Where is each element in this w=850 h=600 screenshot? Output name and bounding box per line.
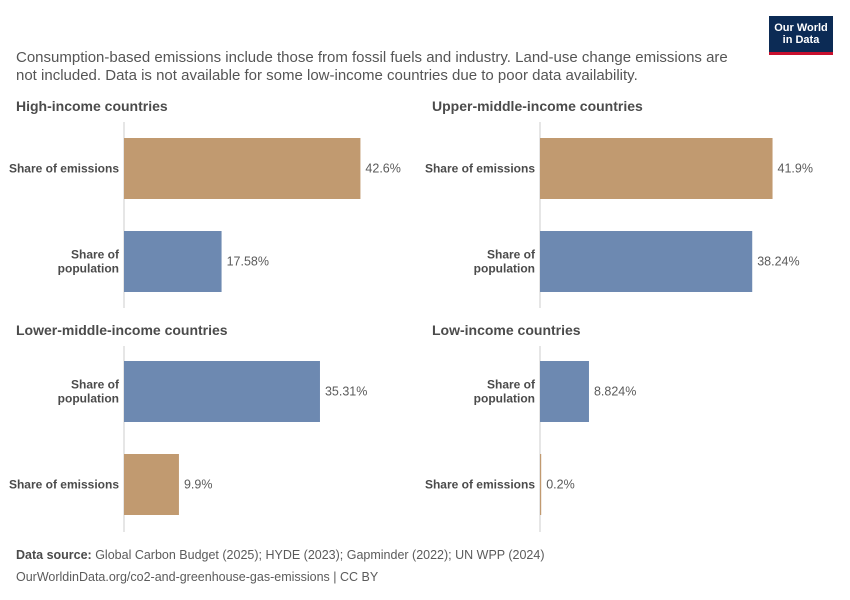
bar-emissions	[540, 454, 542, 515]
logo-line-2: in Data	[782, 34, 820, 46]
data-source: Data source: Global Carbon Budget (2025)…	[16, 548, 545, 562]
category-label: Share of population	[58, 248, 120, 276]
category-label: Share of population	[58, 378, 120, 406]
panel-title: Lower-middle-income countries	[16, 322, 228, 338]
data-label: 38.24%	[757, 255, 799, 269]
data-label: 41.9%	[778, 162, 813, 176]
bar-emissions	[124, 138, 361, 199]
bar-population	[540, 361, 589, 422]
category-label: Share of population	[474, 378, 536, 406]
category-label: Share of emissions	[9, 162, 119, 176]
owid-logo[interactable]: Our World in Data	[769, 16, 833, 55]
bar-population	[540, 231, 753, 292]
bar-population	[124, 231, 222, 292]
data-source-label: Data source:	[16, 548, 92, 562]
panel-title: High-income countries	[16, 98, 168, 114]
category-label: Share of emissions	[425, 478, 535, 492]
source-url[interactable]: OurWorldinData.org/co2-and-greenhouse-ga…	[16, 570, 379, 584]
data-label: 17.58%	[227, 255, 269, 269]
data-label: 0.2%	[546, 478, 575, 492]
category-label: Share of emissions	[425, 162, 535, 176]
data-label: 8.824%	[594, 385, 636, 399]
bar-emissions	[124, 454, 179, 515]
data-label: 42.6%	[365, 162, 400, 176]
bar-population	[124, 361, 320, 422]
chart-subtitle: Consumption-based emissions include thos…	[16, 49, 728, 84]
panel-title: Upper-middle-income countries	[432, 98, 643, 114]
bar-emissions	[540, 138, 773, 199]
panel-title: Low-income countries	[432, 322, 581, 338]
data-label: 9.9%	[184, 478, 213, 492]
data-source-text: Global Carbon Budget (2025); HYDE (2023)…	[91, 548, 545, 562]
logo-line-1: Our World	[774, 22, 828, 34]
category-label: Share of emissions	[9, 478, 119, 492]
category-label: Share of population	[474, 248, 536, 276]
data-label: 35.31%	[325, 385, 367, 399]
